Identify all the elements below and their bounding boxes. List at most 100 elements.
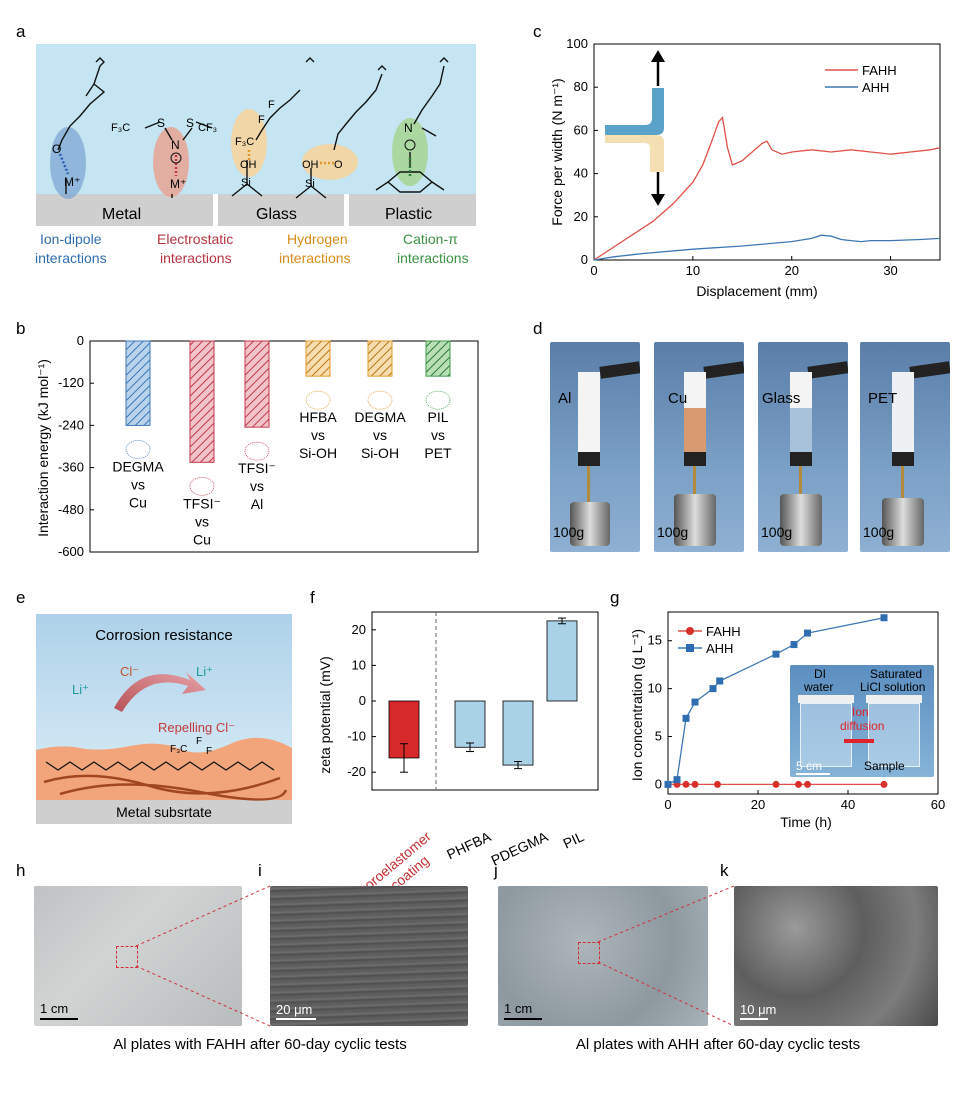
- c-ytick-label: 0: [581, 252, 588, 267]
- e-f3c: F₃C: [170, 744, 187, 755]
- g-inset-licl: LiCl solution: [860, 680, 926, 694]
- chem-s-left: S: [157, 116, 165, 130]
- b-bar-label-5-0: PIL: [427, 409, 448, 425]
- weight-icon: [780, 494, 822, 546]
- panel-c-chart: 0 10 20 30 0 20 40 60 80 100 Displacement (mm) Fo…: [549, 36, 941, 299]
- b-ytick-label: -240: [58, 417, 84, 432]
- panel-label-h: h: [16, 861, 25, 880]
- wire-hook: [693, 466, 696, 496]
- b-bar-label-1-0: TFSI⁻: [183, 495, 221, 511]
- panel-labels: a c b d e f g h i j k: [16, 22, 729, 880]
- weight-icon: [882, 498, 924, 546]
- e-repelling: Repelling Cl⁻: [158, 720, 235, 735]
- g-point-fahh: [795, 780, 802, 788]
- coating-layer: [36, 737, 292, 800]
- d-weight-glass: 100g: [761, 524, 793, 540]
- f-ytick-label: 20: [352, 622, 366, 637]
- b-molecule-sketch-3: [305, 390, 331, 410]
- b-bar-label-2-2: Al: [251, 496, 263, 512]
- b-axes-frame: [89, 340, 479, 553]
- f-bar-2: [502, 700, 534, 766]
- g-point-ahh: [709, 685, 717, 693]
- zeta-plot-area: 20 10 0 -10 -20: [347, 611, 599, 791]
- photo-glass-weight: Glass 100g: [758, 342, 848, 552]
- wire-hook: [587, 466, 590, 504]
- g-point-ahh: [790, 641, 798, 649]
- e-molecule-chain: [45, 761, 275, 771]
- molecule-tfsi: [144, 121, 213, 198]
- electrostatic-ellipse: [153, 127, 189, 197]
- lid-left: [798, 695, 854, 703]
- e-substrate-label: Metal subsrtate: [116, 804, 212, 820]
- chem-m-1: M⁺: [64, 175, 80, 189]
- b-bar-label-0-0: DEGMA: [112, 458, 164, 474]
- panel-label-k: k: [720, 861, 729, 880]
- b-bar-label-1-1: vs: [195, 513, 209, 529]
- b-bar-label-4-1: vs: [373, 427, 387, 443]
- chem-si-1: Si: [241, 177, 251, 189]
- g-inset-ion: Ion: [852, 705, 869, 719]
- photo-al-weight: Al 100g: [550, 342, 640, 552]
- substrate-label-plastic: Plastic: [385, 206, 432, 223]
- g-point-ahh: [691, 698, 699, 706]
- b-bar-label-0-2: Cu: [129, 494, 147, 510]
- photo-al-ahh: 1 cm: [498, 886, 708, 1026]
- b-bar-label-3-0: HFBA: [299, 409, 337, 425]
- d-label-glass: Glass: [762, 390, 801, 407]
- f-ytick-label: -20: [347, 764, 366, 779]
- g-point-ahh: [664, 780, 672, 788]
- g-inset-scale: 5 cm: [796, 759, 823, 773]
- chem-s-right: S: [186, 116, 194, 130]
- substrate-label-glass: Glass: [256, 206, 297, 223]
- e-f-2: F: [206, 746, 212, 757]
- g-xtick-label: 40: [841, 797, 855, 812]
- e-f-1: F: [196, 736, 202, 747]
- label-electrostatic-1: Electrostatic: [157, 231, 233, 247]
- label-electrostatic-2: interactions: [160, 250, 232, 266]
- g-ylabel: Ion concentration (g L⁻¹): [629, 629, 645, 781]
- chem-o-1: O: [52, 142, 61, 156]
- g-point-ahh: [682, 714, 690, 722]
- chem-si-2: Si: [305, 178, 315, 190]
- panel-label-e: e: [16, 588, 25, 607]
- label-cation-pi-2: interactions: [397, 250, 469, 266]
- g-inset-diffusion: diffusion: [840, 719, 885, 733]
- label-hydrogen-2: interactions: [279, 250, 351, 266]
- g-ytick-label: 10: [648, 681, 662, 696]
- sem-al-fahh: 20 μm: [270, 886, 468, 1026]
- b-bar-label-0-1: vs: [131, 476, 145, 492]
- c-ytick-label: 100: [566, 36, 588, 51]
- d-label-pet: PET: [868, 390, 898, 407]
- b-bar-label-5-1: vs: [431, 427, 445, 443]
- chem-f-1: F: [268, 99, 275, 111]
- zoom-line-j-top: [597, 885, 735, 943]
- lid-right: [866, 695, 922, 703]
- b-bar-label-2-1: vs: [250, 478, 264, 494]
- c-ylabel: Force per width (N m⁻¹): [549, 78, 565, 225]
- wire-hook: [799, 466, 802, 496]
- molecule-degma: [295, 65, 387, 199]
- sem-al-ahh: 10 μm: [734, 886, 938, 1026]
- b-bar-label-1-2: Cu: [193, 531, 211, 547]
- g-point-fahh: [714, 780, 721, 788]
- f-ytick-label: 0: [359, 693, 366, 708]
- zoom-line-h-top: [135, 885, 271, 947]
- minus-charge-icon: [170, 152, 182, 164]
- b-bar-label-3-1: vs: [311, 427, 325, 443]
- d-weight-al: 100g: [553, 524, 585, 540]
- panel-label-j: j: [493, 861, 498, 880]
- g-inset-photo: DI water Saturated LiCl solution Ion dif…: [790, 665, 934, 777]
- caption-ahh: Al plates with AHH after 60-day cyclic t…: [576, 1036, 860, 1053]
- b-bar-label-5-2: PET: [424, 445, 452, 461]
- molecule-ion-dipole: [57, 57, 106, 194]
- label-cation-pi-1: Cation-π: [403, 231, 458, 247]
- beaker-left: [800, 703, 852, 767]
- b-bar-label-2-0: TFSI⁻: [238, 460, 276, 476]
- energy-plot-area: 0 -120 -240 -360 -480 -600 DEGMA vs Cu TFSI⁻ vs Cu T…: [58, 333, 479, 559]
- ion-dipole-ellipse: [50, 127, 86, 199]
- b-ytick-label: 0: [77, 333, 84, 348]
- h-scale-label: 1 cm: [40, 1001, 69, 1016]
- chem-n-plus: N: [404, 121, 413, 135]
- photo-cu-weight: Cu 100g: [654, 342, 744, 552]
